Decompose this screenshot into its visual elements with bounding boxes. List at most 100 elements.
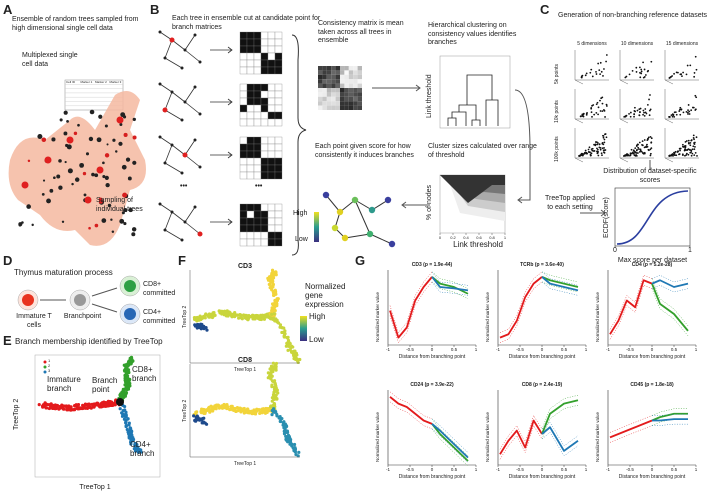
- cell-point: [253, 314, 257, 318]
- axes: [497, 270, 586, 346]
- ref-point: [687, 139, 690, 142]
- nucleus: [124, 280, 136, 292]
- cell-point: [252, 410, 256, 414]
- ref-point: [595, 70, 597, 73]
- matrix-cell: [246, 171, 255, 180]
- text: Sampling of individual trees: [96, 197, 143, 213]
- cell-point: [78, 406, 82, 411]
- text: Distribution of dataset-specific scores: [603, 168, 697, 184]
- text: 0: [430, 347, 434, 352]
- text: F: [178, 253, 186, 268]
- ref-point: [603, 147, 605, 149]
- ci-band: [651, 278, 689, 327]
- ref-point: [687, 111, 689, 114]
- cell-point: [194, 411, 198, 415]
- cell-point: [267, 282, 271, 287]
- matrix-cell: [274, 97, 283, 106]
- consensus-cell: [331, 83, 336, 88]
- ref-point: [650, 60, 653, 63]
- text: CD3 (p = 1.9e-44): [411, 262, 453, 268]
- ref-point: [599, 73, 602, 76]
- matrix-cell: [239, 224, 248, 233]
- ref-point: [630, 148, 633, 151]
- cell: [71, 182, 74, 186]
- matrix-cell: [246, 104, 255, 113]
- matrix-cell: [267, 136, 276, 145]
- ref-point: [643, 152, 646, 155]
- cell-point: [278, 414, 282, 419]
- matrix-cell: [253, 238, 262, 247]
- ref-point: [591, 104, 593, 107]
- cell: [104, 175, 109, 180]
- text: -0.5: [626, 347, 634, 352]
- ci-band: [431, 271, 469, 289]
- consensus-cell: [353, 101, 358, 106]
- cell-point: [297, 450, 301, 454]
- matrix-cell: [260, 45, 269, 54]
- trend: [541, 276, 579, 292]
- cell-point: [44, 406, 48, 410]
- cell-point: [278, 323, 283, 327]
- text: -0.5: [516, 467, 524, 472]
- trend: [651, 279, 689, 288]
- ref-point: [631, 151, 634, 154]
- ref-point: [590, 68, 593, 71]
- text: Cell ID: [66, 80, 76, 84]
- cell-point: [295, 353, 299, 357]
- ref-point: [689, 141, 692, 144]
- ref-point: [597, 106, 600, 109]
- cell-point: [63, 404, 68, 408]
- ref-point: [673, 152, 676, 155]
- cell-point: [195, 319, 199, 323]
- cell-point: [126, 430, 130, 434]
- cell: [102, 175, 106, 179]
- ref-point: [603, 68, 605, 70]
- text: D: [3, 253, 13, 268]
- text: Generation of non-branching reference da…: [558, 12, 708, 19]
- ref-point: [694, 108, 697, 111]
- ref-point: [641, 144, 644, 147]
- matrix-cell: [267, 210, 276, 219]
- tree-node: [193, 205, 197, 209]
- ci-band: [652, 423, 688, 426]
- cell-point: [273, 410, 277, 414]
- text: TreeTop applied to each setting: [545, 195, 595, 211]
- tree-node: [193, 85, 197, 89]
- cell-point: [252, 317, 257, 321]
- text: E: [3, 333, 12, 348]
- cell-point: [134, 446, 138, 451]
- matrix-cell: [246, 66, 255, 75]
- cell-point: [237, 408, 241, 412]
- ref-point: [601, 96, 604, 99]
- consensus-cell: [353, 92, 358, 97]
- cell-point: [72, 408, 77, 412]
- cell: [56, 174, 61, 179]
- matrix-cell: [239, 104, 248, 113]
- matrix-cell: [239, 31, 248, 40]
- cell-point: [269, 404, 273, 409]
- consensus-cell: [340, 83, 345, 88]
- ci-band: [651, 284, 689, 293]
- cell: [102, 161, 105, 165]
- consensus-cell: [322, 105, 327, 110]
- cell-point: [298, 357, 302, 362]
- ref-point: [694, 141, 696, 144]
- text: 0.2: [450, 235, 456, 240]
- cell-point: [128, 361, 133, 365]
- nucleus: [74, 294, 86, 306]
- matrix-cell: [267, 59, 276, 68]
- ref-point: [650, 147, 653, 150]
- ref-point: [687, 153, 690, 156]
- cell-point: [265, 410, 269, 414]
- cell: [63, 110, 68, 115]
- arrow: [580, 209, 606, 217]
- consensus-cell: [335, 101, 340, 106]
- matrix-cell: [267, 164, 276, 173]
- cell: [49, 188, 54, 193]
- cell: [94, 223, 99, 228]
- consensus-cell: [322, 101, 327, 106]
- cell-point: [284, 423, 288, 428]
- ref-point: [645, 112, 648, 115]
- text: 1: [688, 247, 692, 254]
- text: 1: [474, 467, 478, 472]
